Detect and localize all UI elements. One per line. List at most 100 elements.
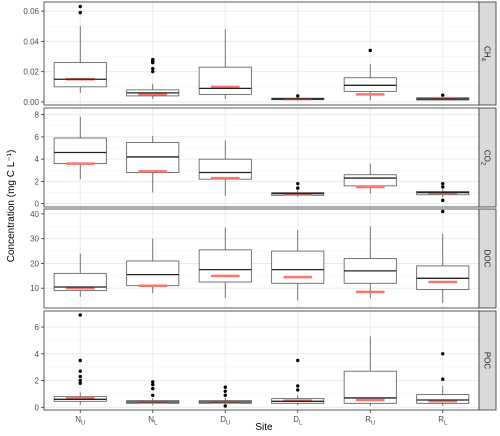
panel-poc: 0 2 4 6 POC xyxy=(35,310,497,412)
y-tick-label: 2 xyxy=(35,177,40,186)
y-tick-label: 20 xyxy=(30,259,39,268)
x-axis-title: Site xyxy=(255,422,273,433)
panel-background xyxy=(44,311,479,410)
outlier-point xyxy=(296,186,300,190)
outlier-point xyxy=(223,404,227,408)
panel-background xyxy=(44,108,479,207)
outlier-point xyxy=(78,10,82,15)
box-nu xyxy=(53,116,107,180)
y-axis-title: Concentration (mg C L⁻¹) xyxy=(6,150,17,263)
outlier-point xyxy=(296,94,300,98)
facet-strip-label: POC xyxy=(483,352,492,370)
box-du xyxy=(198,140,252,196)
outlier-point xyxy=(78,358,82,363)
y-tick-label: 6 xyxy=(35,323,40,332)
box-rl xyxy=(416,93,470,101)
box-du xyxy=(198,227,252,299)
outlier-point xyxy=(78,378,82,383)
panel-co2: 0 2 4 6 8 CO2 xyxy=(35,107,497,209)
facet-strip xyxy=(478,1,497,106)
box-rl xyxy=(416,352,470,406)
box-dl xyxy=(271,230,325,301)
box-iqr xyxy=(198,66,252,95)
box-dl xyxy=(271,94,325,101)
box-iqr xyxy=(343,174,397,187)
facet-strip-label: DOC xyxy=(483,250,492,268)
x-tick-label: RU xyxy=(365,415,375,427)
box-rl xyxy=(416,181,470,203)
outlier-point xyxy=(296,388,300,392)
y-tick-label: 6 xyxy=(35,133,40,142)
outlier-point xyxy=(151,393,155,397)
outlier-point xyxy=(368,48,372,53)
box-iqr xyxy=(271,250,325,284)
box-ru xyxy=(343,48,397,101)
x-tick-label: NL xyxy=(148,415,158,427)
outlier-point xyxy=(223,393,227,397)
outlier-point xyxy=(441,209,445,214)
panel-ch4: 0.00 0.02 0.04 0.06 CH4 xyxy=(23,1,497,107)
outlier-point xyxy=(151,382,155,387)
facet-strip-label: CO2 xyxy=(480,150,492,166)
panel-background xyxy=(44,209,479,308)
box-nu xyxy=(53,313,107,405)
box-iqr xyxy=(416,394,470,404)
outlier-point xyxy=(78,369,82,373)
x-tick-label: DL xyxy=(293,415,303,427)
y-tick-label: 40 xyxy=(30,210,39,219)
outlier-point xyxy=(296,384,300,388)
box-ru xyxy=(343,226,397,299)
facet-strip xyxy=(478,208,497,309)
box-dl xyxy=(271,181,325,197)
box-du xyxy=(198,29,252,99)
outlier-point xyxy=(441,377,445,381)
outlier-point xyxy=(441,185,445,189)
box-iqr xyxy=(198,158,252,180)
facet-strip-label: CH4 xyxy=(480,46,492,62)
outlier-point xyxy=(223,389,227,393)
box-nl xyxy=(126,380,180,406)
box-dl xyxy=(271,358,325,406)
outlier-point xyxy=(151,57,155,62)
box-ru xyxy=(343,336,397,406)
box-iqr xyxy=(126,260,180,287)
y-tick-label: 0.00 xyxy=(23,98,39,107)
panel-doc: 10 20 30 40 DOC xyxy=(30,208,497,309)
y-tick-label: 0 xyxy=(35,200,40,209)
box-nl xyxy=(126,135,180,193)
box-nl xyxy=(126,57,180,99)
outlier-point xyxy=(151,386,155,391)
outlier-point xyxy=(296,358,300,363)
y-tick-label: 0.06 xyxy=(23,7,39,16)
outlier-point xyxy=(151,66,155,71)
outlier-point xyxy=(78,374,82,379)
y-tick-label: 4 xyxy=(35,155,40,164)
facet-strip xyxy=(478,107,497,208)
outlier-point xyxy=(151,380,155,384)
box-nu xyxy=(53,253,107,297)
outlier-point xyxy=(441,352,445,356)
y-tick-label: 30 xyxy=(30,235,39,244)
outlier-point xyxy=(441,93,445,97)
facet-strip xyxy=(478,310,497,411)
box-iqr xyxy=(198,249,252,283)
outlier-point xyxy=(441,181,445,186)
x-tick-label: NU xyxy=(75,415,85,427)
box-iqr xyxy=(343,77,397,92)
outlier-point xyxy=(151,69,155,74)
panel-background xyxy=(44,2,479,105)
box-iqr xyxy=(53,137,107,165)
box-iqr xyxy=(53,62,107,88)
y-tick-label: 8 xyxy=(35,111,40,120)
outlier-point xyxy=(223,385,227,389)
box-du xyxy=(198,385,252,408)
outlier-point xyxy=(441,198,445,203)
y-tick-label: 4 xyxy=(35,350,40,359)
outlier-point xyxy=(78,381,82,385)
x-tick-label: RL xyxy=(438,415,448,427)
panels-layer: 0.00 0.02 0.04 0.06 CH4 0 2 4 6 8 CO2 10 20 30 40 DOC 0 2… xyxy=(23,1,497,412)
y-tick-label: 10 xyxy=(30,284,39,293)
y-tick-label: 0.04 xyxy=(23,37,39,46)
x-axis: NU NL DU DL RU RL xyxy=(75,410,448,427)
